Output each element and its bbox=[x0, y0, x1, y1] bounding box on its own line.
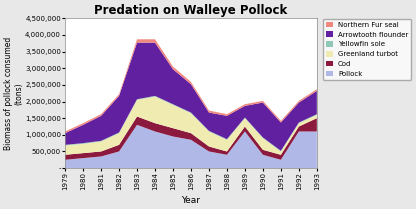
Y-axis label: Biomass of pollock consumed
(tons): Biomass of pollock consumed (tons) bbox=[4, 37, 24, 150]
X-axis label: Year: Year bbox=[181, 196, 201, 205]
Title: Predation on Walleye Pollock: Predation on Walleye Pollock bbox=[94, 4, 287, 17]
Legend: Northern Fur seal, Arrowtooth flounder, Yellowfin sole, Greenland turbot, Cod, P: Northern Fur seal, Arrowtooth flounder, … bbox=[323, 19, 411, 80]
